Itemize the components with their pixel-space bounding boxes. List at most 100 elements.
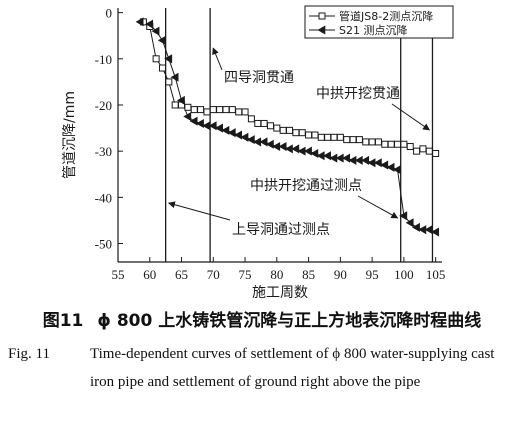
x-tick-label: 65 <box>175 267 188 282</box>
data-point-square <box>235 108 243 116</box>
data-point-square <box>330 133 338 141</box>
data-point-triangle <box>208 121 217 131</box>
y-tick-label: -10 <box>95 52 112 67</box>
data-point-triangle <box>291 144 300 154</box>
annotation-arrow <box>391 103 431 131</box>
data-point-triangle <box>424 225 433 235</box>
data-point-triangle <box>373 158 382 168</box>
data-point-square <box>165 78 173 86</box>
x-tick-label: 85 <box>302 267 315 282</box>
data-point-square <box>222 106 230 114</box>
data-point-square <box>374 138 382 146</box>
data-point-triangle <box>405 218 414 228</box>
data-point-square <box>241 108 249 116</box>
data-point-square <box>279 126 287 134</box>
data-point-triangle <box>323 151 331 161</box>
data-point-triangle <box>170 72 179 82</box>
data-point-triangle <box>246 135 255 145</box>
data-point-square <box>362 138 370 146</box>
figure-number-en: Fig. 11 <box>8 346 50 362</box>
data-point-triangle <box>240 132 249 142</box>
data-point-square <box>216 106 224 114</box>
data-point-square <box>273 124 281 132</box>
data-point-square <box>400 140 408 148</box>
data-point-square <box>286 126 294 134</box>
event-lines <box>164 8 434 262</box>
annotation-label: 上导洞通过测点 <box>232 222 330 238</box>
data-point-square <box>292 129 300 137</box>
data-point-triangle <box>265 139 274 149</box>
data-point-triangle <box>151 26 160 36</box>
data-point-square <box>317 133 325 141</box>
data-point-triangle <box>157 35 166 45</box>
data-point-square <box>158 64 166 72</box>
data-point-square <box>324 133 332 141</box>
data-point-square <box>318 12 326 20</box>
data-point-triangle <box>278 142 287 152</box>
data-point-square <box>432 149 440 157</box>
data-point-square <box>184 103 192 111</box>
annotation-label: 四导洞贯通 <box>224 70 294 86</box>
data-point-square <box>355 136 363 144</box>
data-point-square <box>152 55 160 63</box>
data-point-triangle <box>411 222 420 232</box>
legend-label-s21: S21 测点沉降 <box>339 23 407 37</box>
data-point-triangle <box>303 146 312 156</box>
x-tick-label: 70 <box>207 267 220 282</box>
data-point-square <box>247 115 255 123</box>
data-point-triangle <box>234 130 243 140</box>
data-point-square <box>190 106 198 114</box>
y-tick-label: -30 <box>95 144 112 159</box>
data-point-square <box>305 131 313 139</box>
data-point-square <box>171 101 179 109</box>
data-point-triangle <box>361 155 370 165</box>
data-point-square <box>425 147 433 155</box>
x-tick-label: 80 <box>270 267 283 282</box>
data-point-square <box>336 133 344 141</box>
y-tick-label: -50 <box>95 237 112 252</box>
data-point-square <box>209 106 217 114</box>
figure-title-en: Time-dependent curves of settlement of ϕ… <box>90 346 495 390</box>
data-point-square <box>387 140 395 148</box>
data-point-triangle <box>176 95 185 105</box>
x-tick-label: 90 <box>334 267 347 282</box>
data-point-triangle <box>259 137 268 147</box>
data-point-triangle <box>380 160 389 170</box>
settlement-chart: 0 -10 -20 -30 -40 -50 55 60 65 70 75 80 85 90 95 100 105… <box>62 5 454 300</box>
annotation-label: 中拱开挖贯通 <box>316 86 400 102</box>
legend-box <box>304 5 454 39</box>
data-point-triangle <box>392 165 401 175</box>
x-tick-label: 60 <box>143 267 156 282</box>
x-tick-label: 75 <box>239 267 252 282</box>
annotation-arrow <box>357 195 399 219</box>
annotation-arrow <box>212 47 223 71</box>
x-tick-label: 105 <box>426 267 446 282</box>
data-point-square <box>406 143 414 151</box>
data-point-square <box>228 106 236 114</box>
figure-caption-english: Fig. 11 Time-dependent curves of settlem… <box>8 340 518 396</box>
data-point-triangle <box>317 25 326 35</box>
annotation-label: 中拱开挖通过测点 <box>250 178 362 194</box>
data-point-square <box>343 136 351 144</box>
data-point-triangle <box>183 112 192 122</box>
series-group <box>135 17 440 237</box>
data-point-square <box>298 129 306 137</box>
data-point-square <box>197 106 205 114</box>
annotation-arrow <box>167 201 231 221</box>
data-point-triangle <box>189 116 198 126</box>
figure-number-cn: 图11 <box>42 311 84 331</box>
figure-caption-chinese: 图11 ϕ 800 上水铸铁管沉降与正上方地表沉降时程曲线 <box>0 306 524 331</box>
data-point-triangle <box>431 227 439 237</box>
data-point-square <box>368 138 376 146</box>
x-tick-label: 95 <box>366 267 379 282</box>
legend-label-js8-2: 管道JS8-2测点沉降 <box>339 9 433 23</box>
figure-title-cn: ϕ 800 上水铸铁管沉降与正上方地表沉降时程曲线 <box>97 311 482 331</box>
data-point-triangle <box>164 54 173 64</box>
x-axis-title: 施工周数 <box>252 285 308 300</box>
data-point-square <box>419 145 427 153</box>
data-point-square <box>413 147 421 155</box>
